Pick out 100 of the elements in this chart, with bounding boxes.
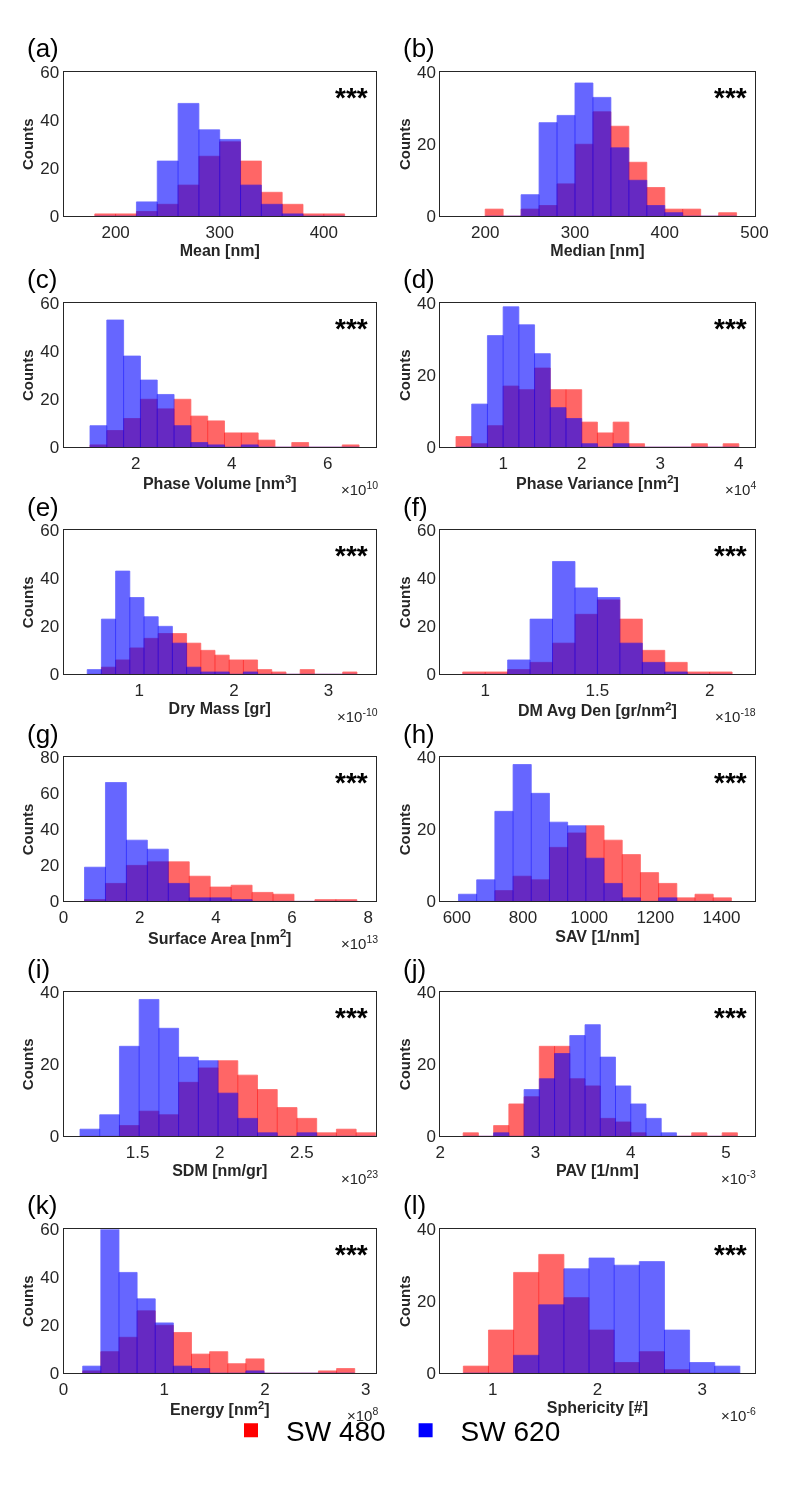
- y-axis-title: Counts: [396, 1275, 414, 1328]
- chart-title: (j): [403, 954, 427, 984]
- text: ×10$^{-18}$: [715, 706, 756, 726]
- y-tick-label: 40: [416, 294, 436, 314]
- y-axis-title: Counts: [396, 1038, 414, 1091]
- y-tick-label: 60: [40, 63, 60, 83]
- x-tick-label: 2: [134, 907, 145, 927]
- y-tick-label: 0: [49, 665, 60, 685]
- y-tick-label: 40: [416, 569, 436, 589]
- x-tick-label: 3: [697, 1379, 707, 1399]
- y-axis-title: Counts: [19, 1038, 37, 1091]
- y-axis-title: Counts: [396, 576, 414, 629]
- annotation: ***: [335, 313, 368, 344]
- y-tick-label: 60: [416, 521, 436, 541]
- x-tick-label: 4: [626, 1142, 636, 1162]
- x-axis-title: Sphericity [#]: [546, 1399, 649, 1417]
- y-tick-label: 20: [416, 617, 436, 637]
- x-tick-label: 3: [530, 1142, 541, 1162]
- x-tick-label: 200: [471, 222, 500, 242]
- chart-title: (i): [27, 954, 51, 984]
- y-tick-label: 0: [426, 1364, 436, 1384]
- y-tick-label: 0: [49, 892, 60, 912]
- text: ×10$^{10}$: [341, 479, 379, 499]
- x-tick-label: 1400: [702, 907, 741, 927]
- y-tick-label: 60: [40, 784, 60, 804]
- x-axis-title: Energy [nm$^{2}$]: [169, 1398, 270, 1419]
- chart-title: (a): [27, 33, 59, 63]
- y-tick-label: 40: [40, 983, 60, 1003]
- annotation: ***: [335, 540, 368, 571]
- y-tick-label: 80: [40, 748, 60, 768]
- y-tick-label: 60: [40, 521, 60, 541]
- x-tick-label: 1: [159, 1379, 170, 1399]
- y-tick-label: 40: [40, 342, 60, 362]
- legend-label: SW 620: [460, 1416, 561, 1448]
- x-tick-label: 2: [576, 453, 587, 473]
- y-tick-label: 40: [416, 1220, 436, 1240]
- x-tick-label: 2: [592, 1379, 603, 1399]
- x-tick-label: 4: [734, 453, 744, 473]
- x-axis-title: Mean [nm]: [179, 242, 260, 260]
- x-tick-label: 500: [740, 222, 769, 242]
- y-tick-label: 20: [40, 617, 60, 637]
- x-tick-label: 3: [655, 453, 666, 473]
- y-tick-label: 0: [426, 1127, 436, 1147]
- chart-title: (k): [27, 1190, 58, 1220]
- y-tick-label: 40: [40, 569, 60, 589]
- text: ×10$^{23}$: [341, 1168, 379, 1188]
- x-tick-label: 8: [363, 907, 373, 927]
- x-axis-title: SAV [1/nm]: [555, 927, 640, 945]
- x-tick-label: 2: [214, 1142, 225, 1162]
- x-tick-label: 400: [650, 222, 679, 242]
- y-tick-label: 20: [416, 820, 436, 840]
- chart-title: (g): [27, 719, 59, 749]
- x-tick-label: 800: [508, 907, 538, 927]
- text: ×10$^{-3}$: [721, 1168, 756, 1188]
- x-tick-label: 400: [309, 222, 339, 242]
- y-tick-label: 0: [49, 1127, 60, 1147]
- x-axis-title: Phase Volume [nm$^{3}$]: [142, 472, 297, 493]
- y-tick-label: 20: [416, 1055, 436, 1075]
- chart-title: (d): [403, 264, 435, 294]
- annotation: ***: [714, 767, 747, 798]
- text: ×10$^{13}$: [341, 933, 379, 953]
- x-tick-label: 2: [260, 1379, 270, 1399]
- y-axis-title: Counts: [19, 576, 37, 629]
- y-tick-label: 0: [426, 438, 436, 458]
- x-axis-title: Median [nm]: [550, 242, 645, 260]
- y-tick-label: 20: [40, 1055, 60, 1075]
- y-tick-label: 0: [426, 665, 436, 685]
- y-tick-label: 40: [416, 63, 436, 83]
- y-tick-label: 20: [416, 366, 436, 386]
- x-tick-label: 6: [287, 907, 297, 927]
- y-tick-label: 0: [49, 438, 60, 458]
- y-tick-label: 60: [40, 1220, 60, 1240]
- y-axis-title: Counts: [19, 118, 37, 171]
- y-axis-title: Counts: [396, 803, 414, 856]
- x-tick-label: 3: [361, 1379, 371, 1399]
- x-tick-label: 1200: [636, 907, 675, 927]
- y-tick-label: 0: [49, 207, 60, 227]
- y-tick-label: 40: [416, 748, 436, 768]
- x-tick-label: 1.5: [585, 680, 610, 700]
- chart-title: (f): [403, 492, 428, 522]
- chart-title: (e): [27, 492, 59, 522]
- y-tick-label: 0: [426, 207, 436, 227]
- y-axis-title: Counts: [396, 118, 414, 171]
- annotation: ***: [335, 1002, 368, 1033]
- x-tick-label: 1: [498, 453, 508, 473]
- y-tick-label: 0: [426, 892, 436, 912]
- annotation: ***: [714, 540, 747, 571]
- x-tick-label: 1: [487, 1379, 498, 1399]
- x-tick-label: 6: [323, 453, 333, 473]
- annotation: ***: [714, 1002, 747, 1033]
- y-axis-title: Counts: [19, 349, 37, 402]
- y-tick-label: 40: [40, 111, 60, 131]
- x-tick-label: 200: [101, 222, 130, 242]
- x-tick-label: 300: [205, 222, 234, 242]
- x-tick-label: 300: [560, 222, 590, 242]
- x-axis-title: Phase Variance [nm$^{2}$]: [516, 472, 679, 493]
- x-axis-title: PAV [1/nm]: [555, 1162, 639, 1180]
- y-tick-label: 20: [416, 1292, 436, 1312]
- x-axis-title: Surface Area [nm$^{2}$]: [147, 926, 292, 947]
- x-tick-label: 600: [442, 907, 472, 927]
